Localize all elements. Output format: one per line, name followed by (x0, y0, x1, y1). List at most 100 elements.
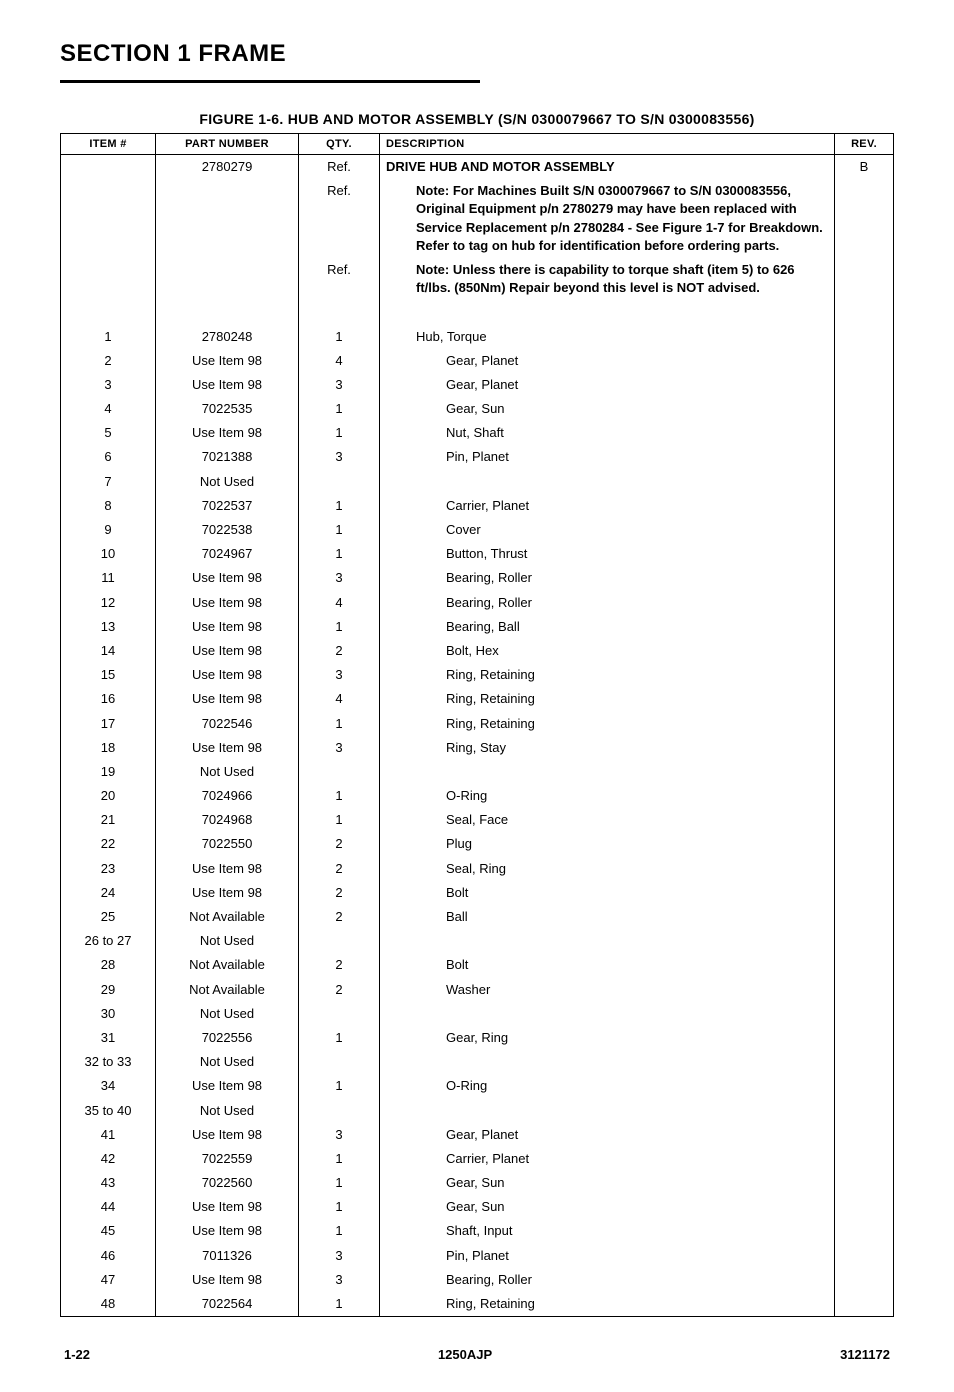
cell-item: 8 (61, 494, 156, 518)
cell-part: Not Available (156, 953, 299, 977)
cell-qty (299, 300, 380, 324)
cell-qty: 1 (299, 1171, 380, 1195)
cell-desc (380, 1099, 835, 1123)
table-row: 41Use Item 983Gear, Planet (61, 1123, 894, 1147)
cell-desc: O-Ring (380, 784, 835, 808)
cell-qty: Ref. (299, 258, 380, 300)
cell-qty: 2 (299, 857, 380, 881)
cell-item: 2 (61, 349, 156, 373)
cell-rev (835, 1147, 894, 1171)
cell-rev (835, 421, 894, 445)
table-row: Ref.Note: For Machines Built S/N 0300079… (61, 179, 894, 258)
table-row: 44Use Item 981Gear, Sun (61, 1195, 894, 1219)
cell-part: Not Used (156, 470, 299, 494)
cell-qty: 4 (299, 349, 380, 373)
cell-desc: Button, Thrust (380, 542, 835, 566)
cell-qty: 2 (299, 832, 380, 856)
table-row: 19Not Used (61, 760, 894, 784)
cell-rev (835, 1099, 894, 1123)
table-row: 25Not Available2Ball (61, 905, 894, 929)
cell-desc (380, 929, 835, 953)
cell-qty: 4 (299, 591, 380, 615)
cell-part: 7022560 (156, 1171, 299, 1195)
cell-item (61, 258, 156, 300)
cell-desc: DRIVE HUB AND MOTOR ASSEMBLY (380, 155, 835, 180)
cell-part: 7024966 (156, 784, 299, 808)
table-row: 870225371Carrier, Planet (61, 494, 894, 518)
cell-desc: Gear, Planet (380, 1123, 835, 1147)
cell-rev (835, 760, 894, 784)
table-row: 47Use Item 983Bearing, Roller (61, 1268, 894, 1292)
cell-part: 2780279 (156, 155, 299, 180)
cell-qty (299, 1002, 380, 1026)
cell-part: Use Item 98 (156, 591, 299, 615)
cell-rev (835, 349, 894, 373)
cell-item (61, 300, 156, 324)
col-header-part: PART NUMBER (156, 134, 299, 155)
cell-part: 7024968 (156, 808, 299, 832)
cell-rev (835, 905, 894, 929)
cell-part: 7022546 (156, 712, 299, 736)
cell-rev (835, 1002, 894, 1026)
cell-rev (835, 373, 894, 397)
cell-desc: Bearing, Roller (380, 1268, 835, 1292)
cell-desc: Hub, Torque (380, 325, 835, 349)
table-row: 3170225561Gear, Ring (61, 1026, 894, 1050)
cell-desc: Bolt, Hex (380, 639, 835, 663)
cell-desc: Bolt (380, 953, 835, 977)
cell-part: 7022564 (156, 1292, 299, 1317)
cell-qty: 1 (299, 808, 380, 832)
cell-item: 25 (61, 905, 156, 929)
cell-item: 42 (61, 1147, 156, 1171)
cell-rev (835, 397, 894, 421)
cell-item: 24 (61, 881, 156, 905)
cell-qty: 3 (299, 566, 380, 590)
table-row: 34Use Item 981O-Ring (61, 1074, 894, 1098)
cell-part: Use Item 98 (156, 663, 299, 687)
cell-item: 28 (61, 953, 156, 977)
cell-rev (835, 1244, 894, 1268)
cell-desc: Ring, Stay (380, 736, 835, 760)
cell-rev (835, 300, 894, 324)
cell-item: 47 (61, 1268, 156, 1292)
cell-desc: Shaft, Input (380, 1219, 835, 1243)
cell-desc: Pin, Planet (380, 1244, 835, 1268)
cell-qty: 3 (299, 373, 380, 397)
cell-desc (380, 470, 835, 494)
cell-item (61, 179, 156, 258)
cell-item: 45 (61, 1219, 156, 1243)
cell-rev (835, 784, 894, 808)
cell-desc: Carrier, Planet (380, 494, 835, 518)
cell-part: 7022535 (156, 397, 299, 421)
cell-desc: Ring, Retaining (380, 1292, 835, 1317)
cell-qty: 1 (299, 542, 380, 566)
table-row: 13Use Item 981Bearing, Ball (61, 615, 894, 639)
cell-rev (835, 712, 894, 736)
cell-item: 4 (61, 397, 156, 421)
cell-item: 13 (61, 615, 156, 639)
cell-part: 7011326 (156, 1244, 299, 1268)
page-footer: 1-22 1250AJP 3121172 (60, 1317, 894, 1362)
table-row: 4270225591Carrier, Planet (61, 1147, 894, 1171)
cell-rev (835, 929, 894, 953)
cell-rev (835, 179, 894, 258)
cell-qty (299, 1099, 380, 1123)
cell-rev (835, 518, 894, 542)
table-header-row: ITEM # PART NUMBER QTY. DESCRIPTION REV. (61, 134, 894, 155)
cell-qty: 1 (299, 1147, 380, 1171)
cell-rev (835, 494, 894, 518)
table-row: 1070249671Button, Thrust (61, 542, 894, 566)
cell-desc: O-Ring (380, 1074, 835, 1098)
cell-qty: 1 (299, 421, 380, 445)
cell-part: Use Item 98 (156, 566, 299, 590)
cell-qty: 4 (299, 687, 380, 711)
cell-qty: 2 (299, 881, 380, 905)
table-row: 4870225641Ring, Retaining (61, 1292, 894, 1317)
col-header-rev: REV. (835, 134, 894, 155)
table-row: 35 to 40Not Used (61, 1099, 894, 1123)
table-row: 16Use Item 984Ring, Retaining (61, 687, 894, 711)
cell-item: 29 (61, 978, 156, 1002)
cell-desc: Gear, Ring (380, 1026, 835, 1050)
cell-qty: 1 (299, 1292, 380, 1317)
cell-qty: 3 (299, 445, 380, 469)
